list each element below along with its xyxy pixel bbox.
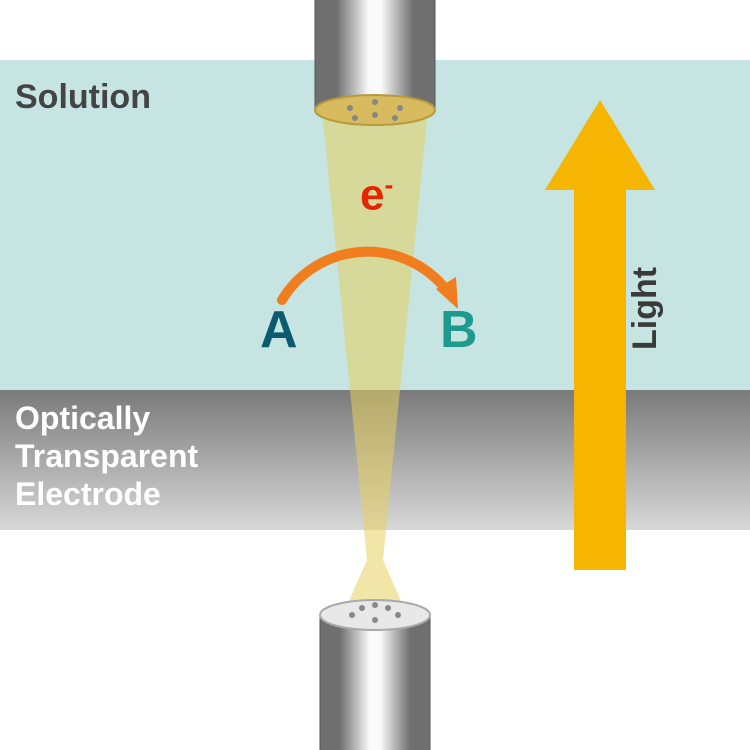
electrode-label-line2: Transparent	[15, 438, 198, 475]
solution-label: Solution	[15, 78, 151, 117]
electrode-label-line3: Electrode	[15, 476, 161, 513]
electrode-label-line1: Optically	[15, 400, 150, 437]
electron-label: e-	[360, 170, 393, 221]
species-a-label: A	[260, 300, 298, 360]
bottom-probe	[320, 600, 430, 750]
species-b-label: B	[440, 300, 478, 360]
top-probe	[315, 0, 435, 125]
light-label: Light	[626, 267, 665, 350]
